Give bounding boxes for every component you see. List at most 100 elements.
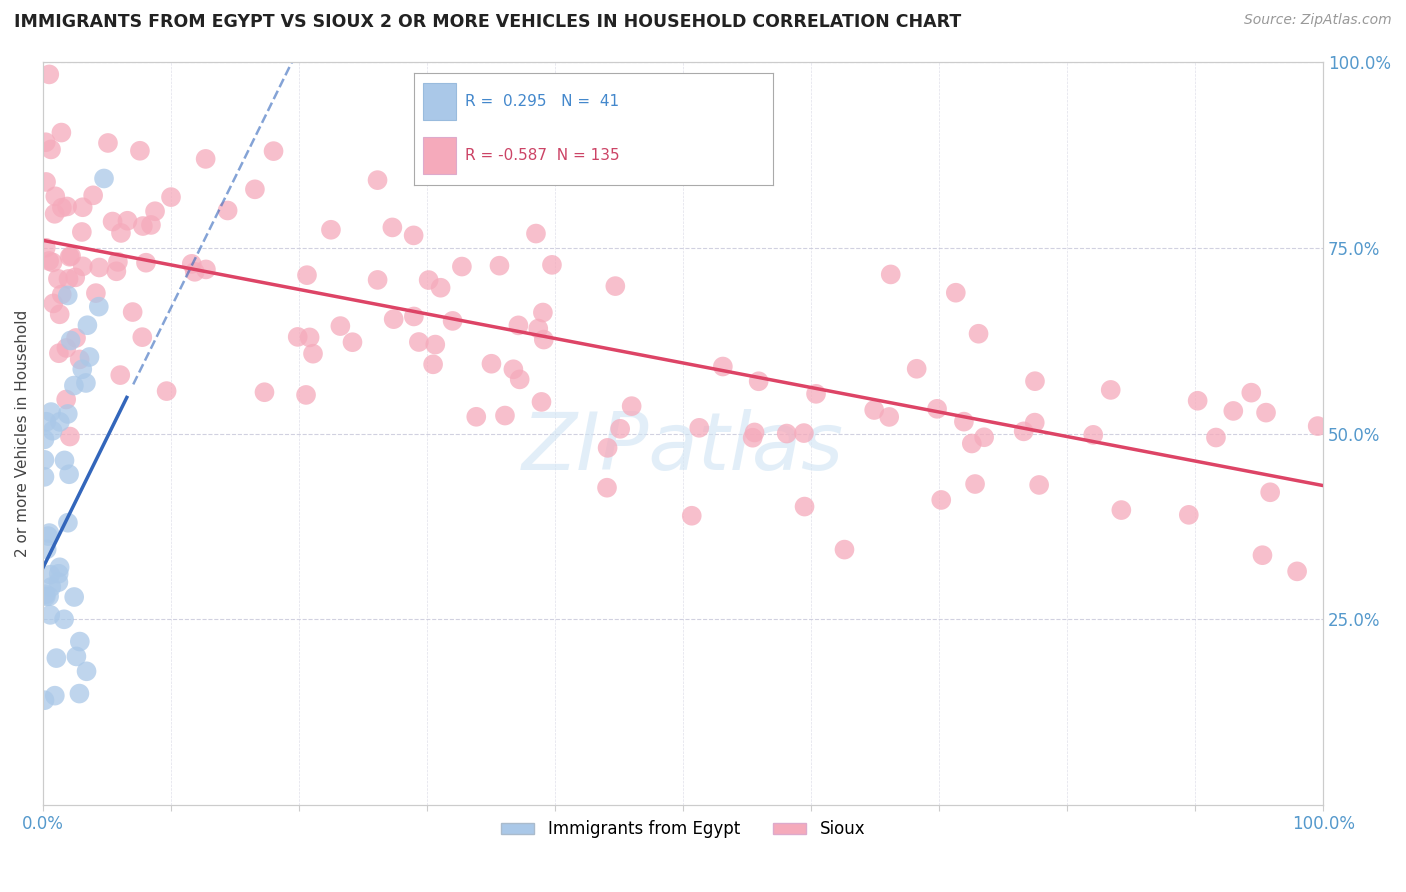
Point [494, 409, 516, 423]
Point [93, 171, 115, 186]
Point [1178, 508, 1201, 522]
Point [287, 330, 309, 344]
Point [711, 359, 734, 374]
Y-axis label: 2 or more Vehicles in Household: 2 or more Vehicles in Household [15, 310, 30, 558]
Point [688, 421, 710, 435]
Point [131, 330, 153, 344]
Point [295, 268, 318, 282]
Point [302, 347, 325, 361]
Point [143, 204, 166, 219]
Text: ZIPatlas: ZIPatlas [522, 409, 844, 487]
Point [34, 433, 56, 447]
Point [925, 401, 948, 416]
Point [39, 607, 62, 622]
Point [1240, 385, 1263, 400]
Point [63, 378, 86, 392]
Point [59, 429, 82, 443]
Point [509, 372, 531, 386]
Point [402, 228, 425, 243]
Point [184, 265, 207, 279]
Point [451, 260, 474, 274]
Point [422, 357, 444, 371]
Point [82, 188, 104, 202]
Point [418, 273, 440, 287]
Point [263, 144, 285, 158]
Point [973, 430, 995, 444]
Point [129, 144, 152, 158]
Point [880, 268, 903, 282]
Point [508, 318, 530, 333]
Point [530, 395, 553, 409]
Point [56, 288, 79, 302]
Point [97, 136, 120, 150]
Point [425, 337, 447, 351]
Point [84, 286, 107, 301]
Point [49, 415, 72, 429]
Point [524, 227, 547, 241]
Point [70, 225, 93, 239]
Point [1187, 393, 1209, 408]
Point [38, 67, 60, 81]
Point [180, 257, 202, 271]
Point [298, 330, 321, 344]
Point [34, 693, 56, 707]
Point [38, 526, 60, 541]
Point [748, 374, 770, 388]
Point [596, 441, 619, 455]
Point [44, 689, 66, 703]
Point [48, 566, 70, 581]
Point [107, 255, 129, 269]
Point [953, 415, 976, 429]
Point [79, 350, 101, 364]
Point [117, 213, 139, 227]
Point [367, 173, 389, 187]
Point [65, 649, 87, 664]
Point [110, 226, 132, 240]
Point [1251, 548, 1274, 562]
Text: Source: ZipAtlas.com: Source: ZipAtlas.com [1244, 13, 1392, 28]
Point [1083, 428, 1105, 442]
Point [38, 590, 60, 604]
Point [481, 357, 503, 371]
Point [877, 409, 900, 424]
Point [541, 258, 564, 272]
Point [132, 219, 155, 233]
Point [101, 214, 124, 228]
Point [35, 241, 58, 255]
Point [76, 318, 98, 333]
Point [34, 587, 56, 601]
Point [55, 392, 77, 407]
Point [960, 436, 983, 450]
Point [253, 385, 276, 400]
Point [39, 567, 62, 582]
Point [35, 175, 58, 189]
Point [121, 305, 143, 319]
Point [804, 387, 827, 401]
Point [342, 335, 364, 350]
Point [35, 590, 58, 604]
Point [681, 508, 703, 523]
Point [531, 305, 554, 319]
Point [596, 481, 619, 495]
Point [105, 264, 128, 278]
Point [51, 201, 73, 215]
Point [243, 182, 266, 196]
Point [295, 388, 318, 402]
Point [45, 651, 67, 665]
Point [51, 126, 73, 140]
Point [34, 453, 56, 467]
Point [382, 312, 405, 326]
Point [69, 634, 91, 648]
Point [527, 321, 550, 335]
Point [194, 262, 217, 277]
Point [48, 560, 70, 574]
Point [1254, 406, 1277, 420]
Point [46, 272, 69, 286]
Point [59, 334, 82, 348]
Point [1205, 430, 1227, 444]
Point [53, 612, 76, 626]
Point [488, 259, 510, 273]
Point [35, 135, 58, 149]
Point [905, 361, 928, 376]
Point [35, 415, 58, 429]
